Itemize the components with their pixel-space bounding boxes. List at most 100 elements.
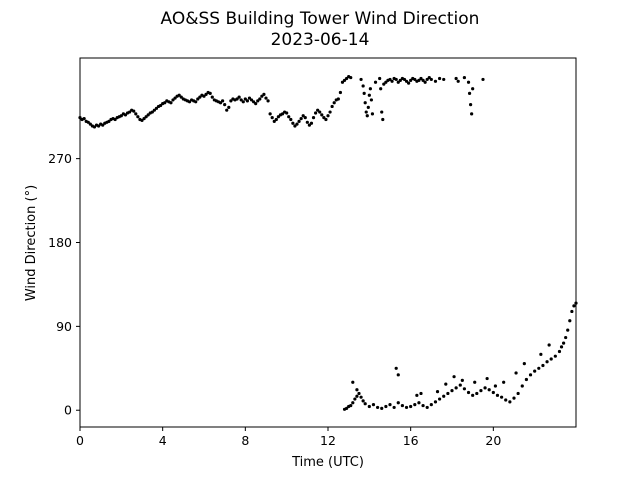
data-point xyxy=(245,99,249,103)
data-point xyxy=(458,383,462,387)
data-point xyxy=(562,341,566,345)
data-point xyxy=(508,400,512,404)
data-point xyxy=(134,112,138,116)
data-point xyxy=(142,116,146,121)
data-point xyxy=(307,123,311,127)
data-point xyxy=(572,304,576,308)
data-point xyxy=(287,115,291,119)
data-point xyxy=(407,81,411,85)
data-point xyxy=(345,76,349,81)
x-axis-label: Time (UTC) xyxy=(291,455,364,470)
data-point xyxy=(218,101,223,105)
x-tick-label: 12 xyxy=(320,433,336,448)
data-point xyxy=(466,390,471,395)
data-point xyxy=(101,123,105,127)
data-point xyxy=(128,110,132,114)
data-point xyxy=(338,90,342,95)
data-point xyxy=(144,115,148,119)
data-point xyxy=(442,77,446,82)
data-point xyxy=(473,380,477,384)
data-point xyxy=(169,101,173,105)
data-point xyxy=(196,97,200,101)
chart-subtitle: 2023-06-14 xyxy=(271,30,370,50)
data-point xyxy=(514,371,518,375)
data-point xyxy=(355,394,359,398)
data-point xyxy=(524,377,529,382)
data-point xyxy=(516,391,520,396)
x-tick-label: 4 xyxy=(159,433,167,448)
data-point xyxy=(378,76,382,81)
data-point xyxy=(235,97,239,101)
data-point xyxy=(398,78,402,82)
data-point xyxy=(390,79,394,83)
data-point xyxy=(293,124,297,128)
data-point xyxy=(326,114,330,118)
data-point xyxy=(285,111,289,115)
data-point xyxy=(295,122,299,126)
data-point xyxy=(421,403,425,408)
data-point xyxy=(179,95,183,99)
data-point xyxy=(146,113,150,117)
data-point xyxy=(381,117,385,122)
data-point xyxy=(239,98,243,102)
data-point xyxy=(417,78,421,82)
data-point xyxy=(272,119,276,123)
data-point xyxy=(462,75,466,80)
data-point xyxy=(171,98,175,102)
data-point xyxy=(342,78,347,82)
data-point xyxy=(107,119,111,123)
data-point xyxy=(533,369,537,373)
data-point xyxy=(289,117,293,122)
data-point xyxy=(471,87,475,91)
data-point xyxy=(415,393,419,397)
data-point xyxy=(547,343,551,347)
data-point xyxy=(435,389,440,394)
data-point xyxy=(113,117,117,122)
data-point xyxy=(314,111,318,115)
data-point xyxy=(384,404,388,409)
chart-title: AO&SS Building Tower Wind Direction xyxy=(161,9,480,29)
data-point xyxy=(409,404,413,409)
data-point xyxy=(450,389,454,393)
data-point xyxy=(163,101,167,105)
data-point xyxy=(454,386,458,390)
data-point xyxy=(462,387,466,391)
data-point xyxy=(268,112,272,116)
x-axis: 0 4 8 12 16 20 xyxy=(76,427,501,448)
data-point xyxy=(78,116,82,120)
data-point xyxy=(380,110,384,114)
data-point xyxy=(522,362,526,366)
data-point xyxy=(361,84,365,88)
y-axis: 0 90 180 270 xyxy=(48,151,80,418)
data-point xyxy=(365,114,369,118)
data-point xyxy=(258,97,262,101)
data-point xyxy=(568,319,572,323)
data-point xyxy=(363,101,367,105)
x-tick-label: 16 xyxy=(403,433,419,448)
data-point xyxy=(355,388,359,392)
data-point xyxy=(502,380,506,384)
data-point xyxy=(400,403,404,408)
data-point xyxy=(361,399,365,403)
data-point xyxy=(429,77,433,82)
data-point xyxy=(88,122,92,126)
data-point xyxy=(553,354,557,358)
data-point xyxy=(297,119,301,123)
data-point xyxy=(276,115,280,119)
data-point xyxy=(454,76,458,81)
data-point xyxy=(316,108,320,112)
data-point xyxy=(266,99,270,103)
data-point xyxy=(413,403,417,407)
data-point xyxy=(394,366,398,370)
data-point xyxy=(483,386,487,390)
data-point xyxy=(159,103,163,108)
data-point xyxy=(396,80,400,84)
data-point xyxy=(223,102,227,107)
data-point xyxy=(384,80,388,84)
data-point xyxy=(429,403,433,407)
data-point xyxy=(460,378,464,383)
data-point xyxy=(368,87,372,91)
data-point xyxy=(119,114,123,118)
data-point xyxy=(367,404,371,409)
